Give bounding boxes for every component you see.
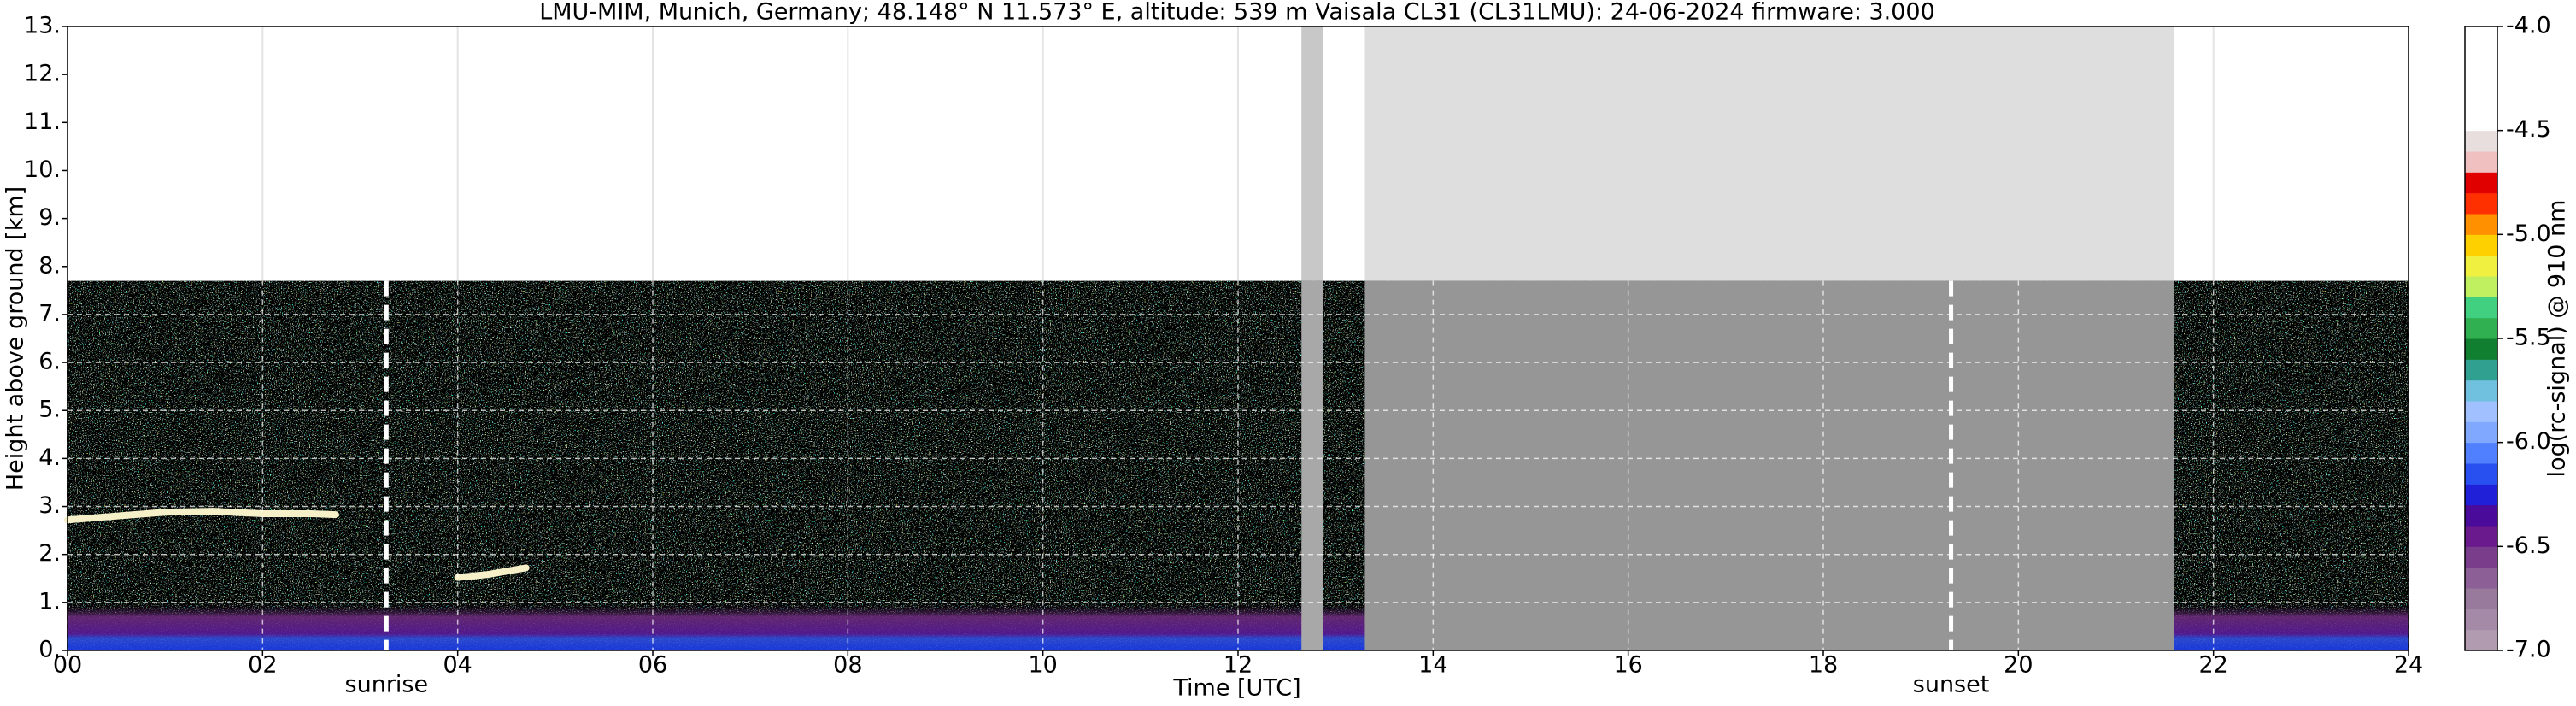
x-tick-label: 16 — [1613, 652, 1642, 679]
y-tick-label: 3. — [38, 492, 61, 519]
colorbar-segment — [2465, 401, 2497, 422]
colorbar-segment — [2465, 276, 2497, 297]
cloud-layer — [64, 508, 339, 524]
sun-event-label: sunrise — [345, 672, 429, 698]
x-tick-label: 08 — [833, 652, 862, 679]
colorbar-tick-label: -5.5 — [2506, 325, 2551, 351]
y-axis-label: Height above ground [km] — [3, 186, 29, 491]
colorbar-segment — [2465, 609, 2497, 631]
colorbar-tick-label: -6.0 — [2506, 428, 2551, 455]
colorbar-tick-label: -4.5 — [2506, 116, 2551, 143]
colorbar-segment — [2465, 89, 2497, 110]
y-tick-label: 13. — [24, 13, 61, 39]
colorbar-segment — [2465, 234, 2497, 256]
colorbar-segment — [2465, 588, 2497, 609]
colorbar-segment — [2465, 526, 2497, 547]
colorbar-segment — [2465, 47, 2497, 69]
no-data-lower — [1301, 280, 1323, 650]
x-tick-label: 04 — [443, 652, 472, 679]
y-tick-label: 1. — [38, 588, 61, 615]
y-tick-label: 4. — [38, 444, 61, 471]
y-tick-label: 2. — [38, 540, 61, 567]
x-tick-label: 02 — [248, 652, 277, 679]
y-tick-label: 0. — [38, 637, 61, 663]
colorbar-segment — [2465, 338, 2497, 360]
colorbar-segment — [2465, 504, 2497, 527]
colorbar-tick-label: -6.5 — [2506, 532, 2551, 559]
colorbar-segment — [2465, 255, 2497, 277]
x-tick-label: 10 — [1028, 652, 1057, 679]
colorbar-segment — [2465, 317, 2497, 339]
colorbar-segment — [2465, 297, 2497, 319]
no-data-upper — [1364, 26, 2174, 281]
colorbar-segment — [2465, 567, 2497, 589]
y-tick-label: 6. — [38, 349, 61, 375]
colorbar-label: log(rc-signal) @ 910 nm — [2544, 200, 2571, 478]
colorbar-segment — [2465, 629, 2497, 651]
no-data-upper — [1301, 26, 1323, 281]
colorbar-segment — [2465, 214, 2497, 235]
x-tick-label: 00 — [53, 652, 82, 679]
y-tick-label: 11. — [24, 109, 61, 135]
colorbar-segment — [2465, 421, 2497, 444]
colorbar-tick-label: -5.0 — [2506, 221, 2551, 247]
colorbar-segment — [2465, 379, 2497, 402]
colorbar-segment — [2465, 26, 2497, 48]
x-tick-label: 12 — [1223, 652, 1253, 679]
x-axis-label: Time [UTC] — [1172, 675, 1300, 702]
colorbar-segment — [2465, 359, 2497, 381]
no-data-lower — [1364, 280, 2174, 650]
x-tick-label: 22 — [2198, 652, 2227, 679]
colorbar-tick-label: -7.0 — [2506, 637, 2551, 663]
colorbar-segment — [2465, 463, 2497, 485]
colorbar-tick-label: -4.0 — [2506, 13, 2551, 39]
y-tick-label: 12. — [24, 61, 61, 87]
x-tick-label: 14 — [1418, 652, 1447, 679]
colorbar-segment — [2465, 172, 2497, 194]
x-tick-label: 24 — [2394, 652, 2423, 679]
x-tick-label: 18 — [1809, 652, 1838, 679]
y-tick-label: 9. — [38, 204, 61, 231]
sun-event-label: sunset — [1913, 672, 1990, 698]
colorbar-segment — [2465, 546, 2497, 568]
colorbar-segment — [2465, 192, 2497, 215]
colorbar-segment — [2465, 130, 2497, 152]
colorbar-segment — [2465, 151, 2497, 173]
y-tick-label: 10. — [24, 156, 61, 183]
colorbar-segment — [2465, 68, 2497, 90]
chart-title: LMU-MIM, Munich, Germany; 48.148° N 11.5… — [539, 0, 1935, 26]
y-tick-label: 5. — [38, 397, 61, 423]
cloud-layer — [454, 564, 530, 581]
x-tick-label: 20 — [2004, 652, 2033, 679]
colorbar-segment — [2465, 484, 2497, 506]
colorbar-segment — [2465, 442, 2497, 464]
y-tick-label: 8. — [38, 252, 61, 279]
colorbar-segment — [2465, 109, 2497, 132]
y-tick-label: 7. — [38, 300, 61, 327]
x-tick-label: 06 — [638, 652, 667, 679]
